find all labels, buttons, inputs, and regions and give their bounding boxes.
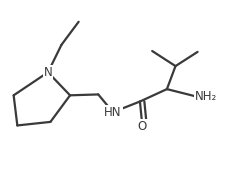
Text: HN: HN bbox=[104, 106, 122, 119]
Text: N: N bbox=[44, 66, 52, 79]
Text: NH₂: NH₂ bbox=[195, 90, 217, 103]
Text: O: O bbox=[138, 120, 147, 133]
